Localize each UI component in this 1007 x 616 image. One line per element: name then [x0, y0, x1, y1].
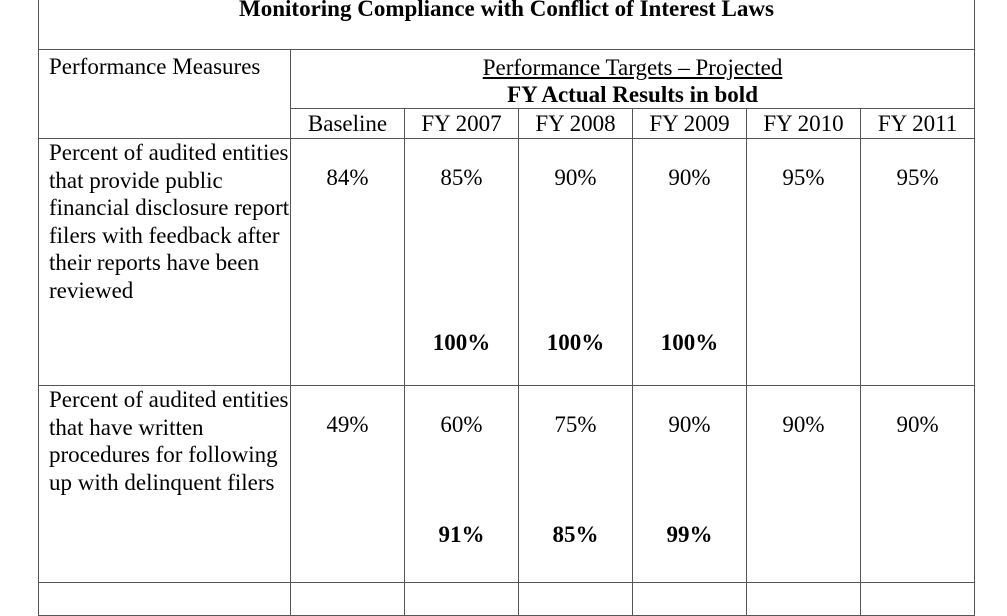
actual-value: 91%: [438, 522, 485, 547]
column-header-fy2007: FY 2007: [404, 108, 519, 139]
table-subheader-row: Baseline FY 2007 FY 2008 FY 2009 FY 2010…: [39, 108, 976, 139]
target-value: 95%: [896, 165, 939, 190]
target-value: 85%: [440, 165, 483, 190]
table-cell: 90%: [746, 385, 861, 583]
table-cell: 90% 100%: [632, 138, 747, 386]
measure-description: Percent of audited entities that provide…: [38, 138, 291, 386]
performance-measures-table: Performance Measures Performance Targets…: [38, 49, 976, 616]
table-cell-empty: [290, 582, 405, 616]
table-cell: 49%: [290, 385, 405, 583]
table-row-empty: [38, 582, 976, 616]
table-cell-empty: [404, 582, 519, 616]
column-header-fy2011: FY 2011: [859, 108, 976, 139]
table-cell-empty: [632, 582, 747, 616]
actual-value: 100%: [432, 330, 491, 355]
targets-header-subtitle: FY Actual Results in bold: [507, 82, 758, 107]
actual-value: 85%: [552, 522, 599, 547]
measures-column-header: Performance Measures: [38, 49, 291, 139]
table-cell: 90% 100%: [518, 138, 633, 386]
target-value: 90%: [668, 165, 711, 190]
page-title: Monitoring Compliance with Conflict of I…: [239, 0, 774, 21]
table-row: Percent of audited entities that provide…: [38, 138, 976, 386]
table-cell: 90%: [859, 385, 976, 583]
table-row: Percent of audited entities that have wr…: [38, 385, 976, 583]
actual-value: 99%: [666, 522, 713, 547]
targets-header-title: Performance Targets – Projected: [482, 55, 783, 80]
table-cell-empty: [38, 582, 291, 616]
table-cell-empty: [518, 582, 633, 616]
table-cell: 85% 100%: [404, 138, 519, 386]
actual-value: 100%: [546, 330, 605, 355]
target-value: 84%: [326, 165, 369, 190]
column-header-baseline: Baseline: [290, 108, 405, 139]
target-value: 95%: [782, 165, 825, 190]
table-cell: 60% 91%: [404, 385, 519, 583]
table-header-row: Performance Measures Performance Targets…: [38, 49, 976, 139]
target-value: 60%: [440, 412, 483, 437]
target-value: 90%: [668, 412, 711, 437]
target-value: 49%: [326, 412, 369, 437]
target-value: 90%: [782, 412, 825, 437]
table-cell: 95%: [859, 138, 976, 386]
table-cell-empty: [746, 582, 861, 616]
table-cell: 84%: [290, 138, 405, 386]
target-value: 90%: [896, 412, 939, 437]
table-cell: 90% 99%: [632, 385, 747, 583]
target-value: 75%: [554, 412, 597, 437]
table-cell-empty: [859, 582, 976, 616]
target-value: 90%: [554, 165, 597, 190]
column-header-fy2009: FY 2009: [632, 108, 747, 139]
measure-description: Percent of audited entities that have wr…: [38, 385, 291, 583]
targets-column-header: Performance Targets – Projected FY Actua…: [289, 49, 976, 109]
table-cell: 95%: [746, 138, 861, 386]
actual-value: 100%: [660, 330, 719, 355]
table-cell: 75% 85%: [518, 385, 633, 583]
column-header-fy2010: FY 2010: [746, 108, 861, 139]
column-header-fy2008: FY 2008: [518, 108, 633, 139]
